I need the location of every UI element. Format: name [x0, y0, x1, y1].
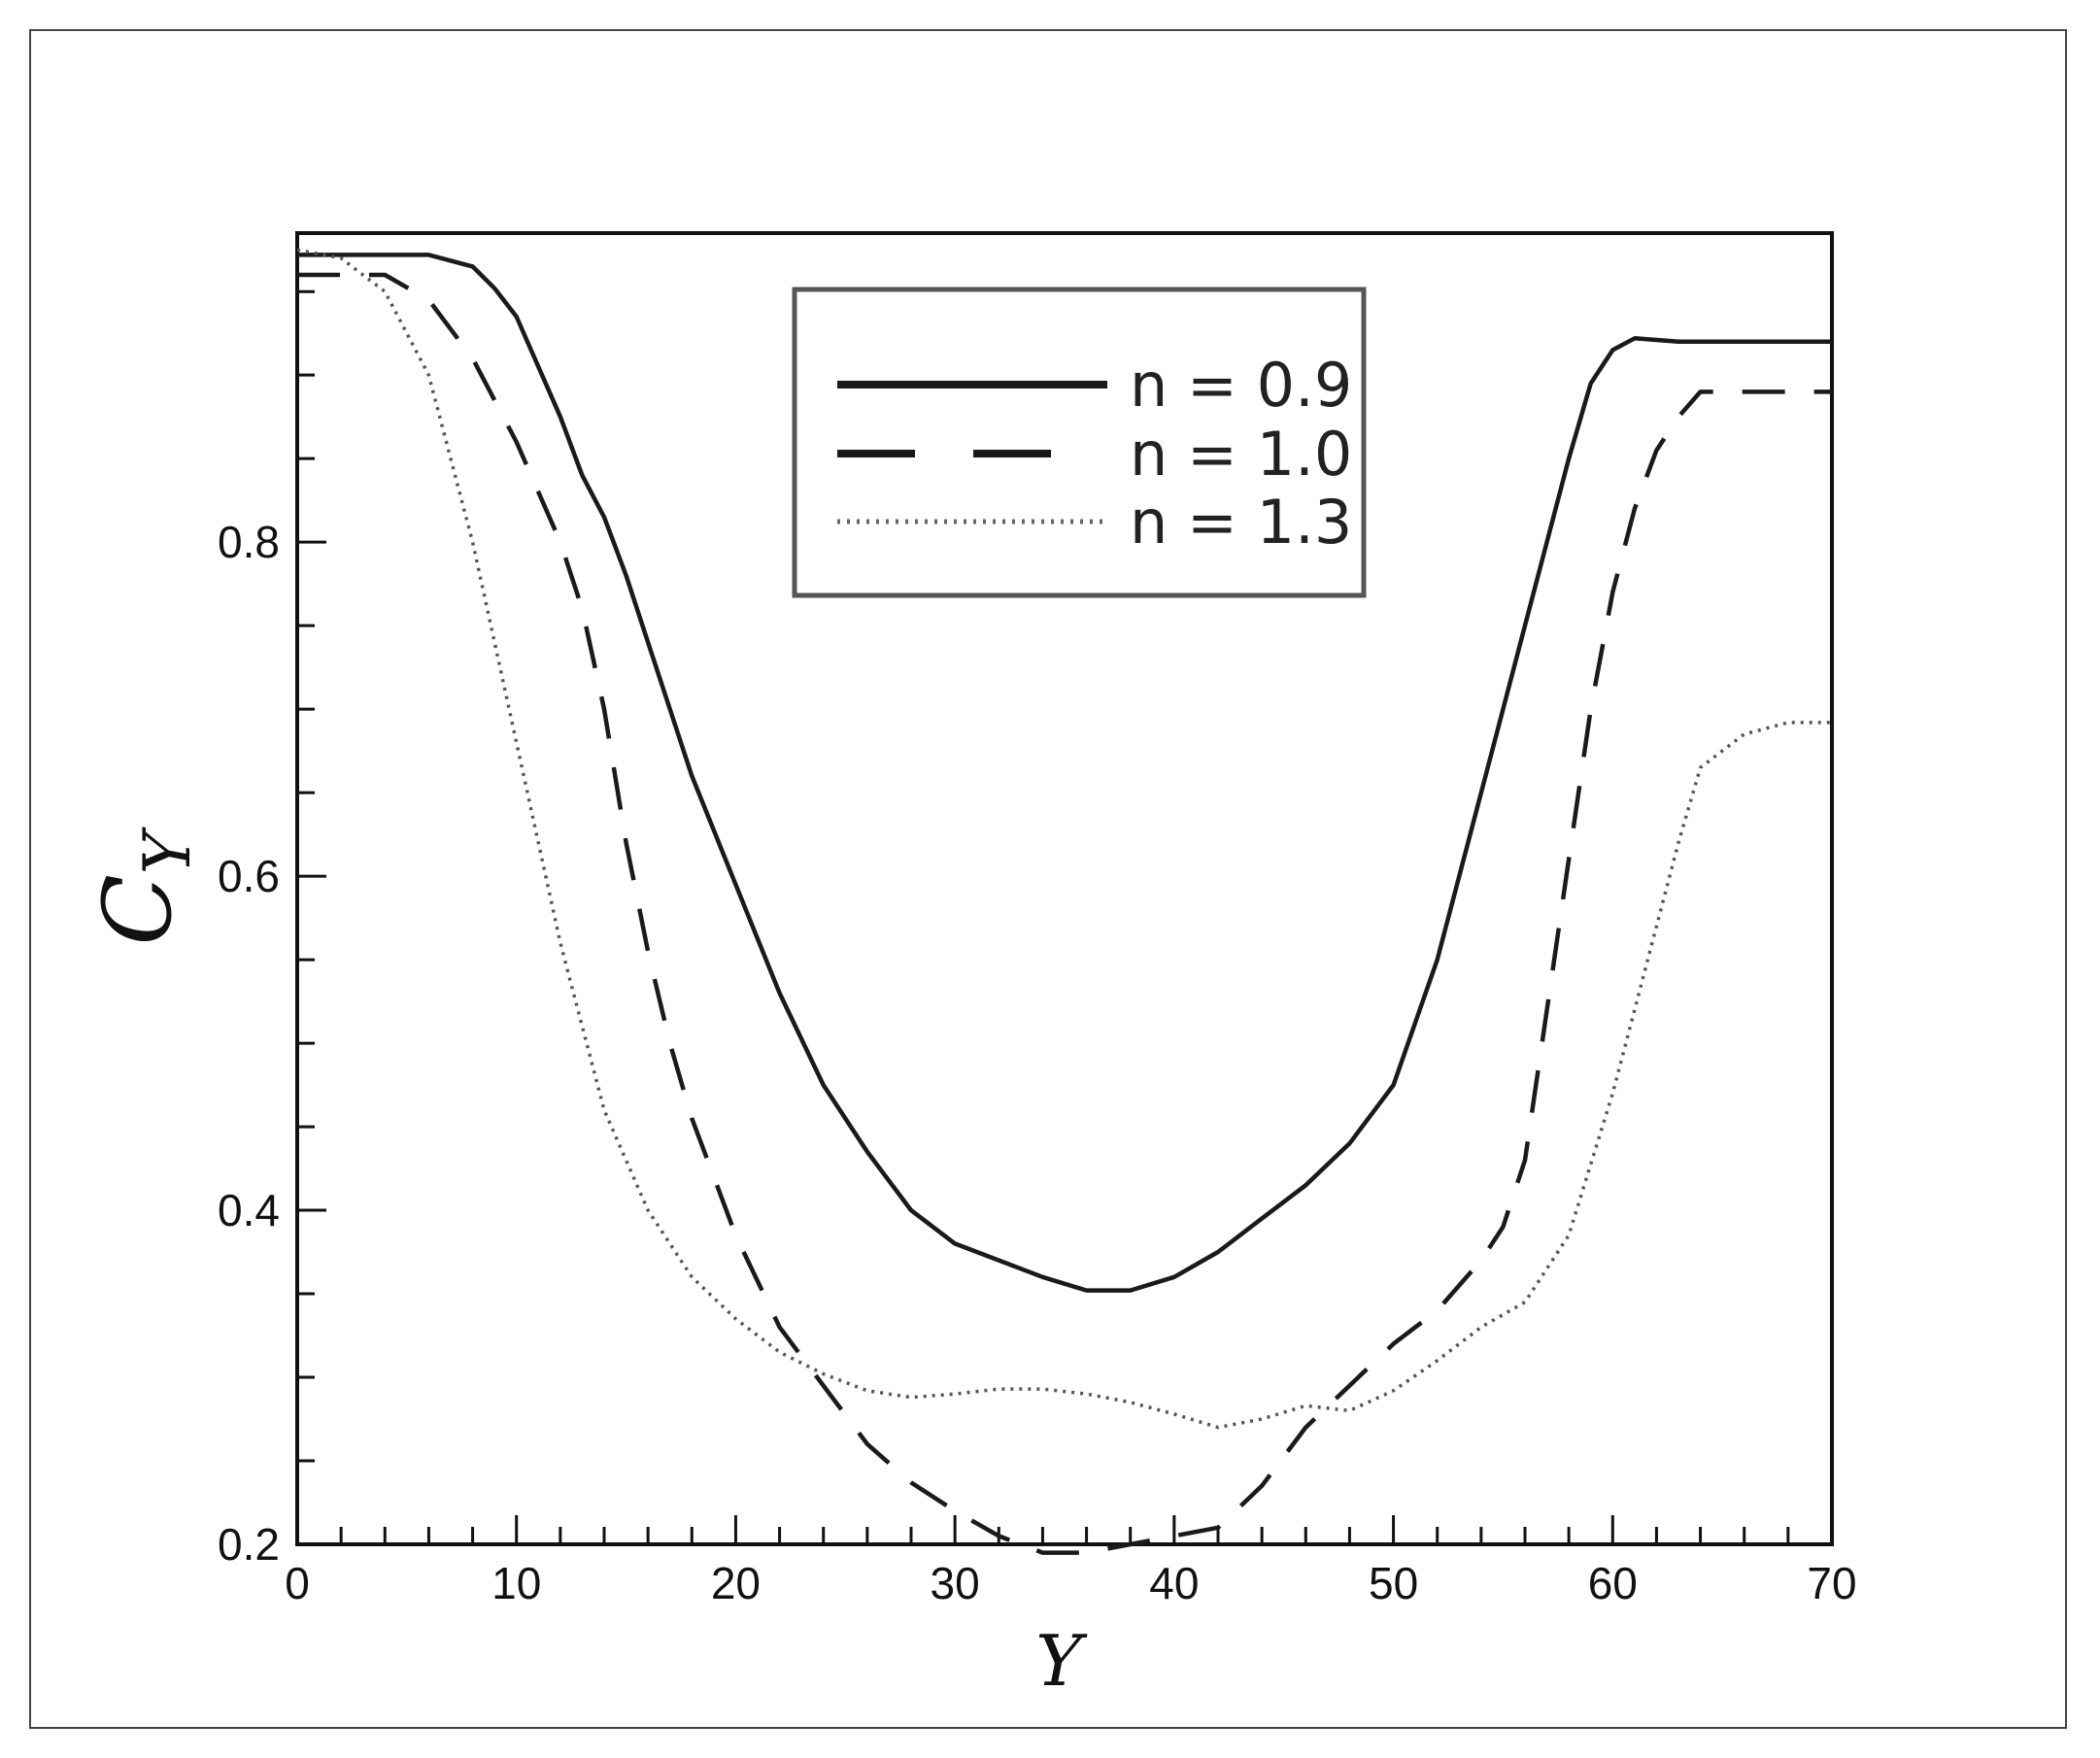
x-tick-label: 30 [931, 1558, 980, 1608]
svg-text:CY: CY [84, 827, 205, 945]
y-tick-label: 0.6 [218, 851, 280, 901]
legend-box [792, 287, 1367, 598]
x-tick-label: 10 [491, 1558, 541, 1608]
plot-area-border [295, 231, 1834, 1546]
y-axis-title: CY [84, 827, 205, 945]
axis-ticks: 0 10 20 30 40 50 60 70 0.2 0.4 0.6 0.8 [218, 289, 1857, 1608]
series-layer [296, 248, 1832, 1555]
legend: n = 0.9 n = 1.0 n = 1.3 [792, 287, 1367, 598]
legend-label-0: n = 0.9 [1130, 350, 1352, 421]
x-tick-label: 40 [1149, 1558, 1199, 1608]
y-axis-title-subscript: Y [130, 827, 205, 874]
y-tick-label: 0.2 [218, 1519, 280, 1570]
y-tick-label: 0.8 [218, 517, 280, 567]
y-tick-label: 0.4 [218, 1185, 280, 1235]
x-axis-title: Y [1035, 1620, 1088, 1702]
legend-label-2: n = 1.3 [1130, 487, 1352, 558]
x-tick-label: 0 [285, 1558, 310, 1608]
x-tick-label: 20 [711, 1558, 761, 1608]
x-tick-label: 50 [1369, 1558, 1418, 1608]
x-tick-label: 70 [1807, 1558, 1856, 1608]
series-line-1 [297, 272, 1832, 1555]
legend-label-1: n = 1.0 [1130, 419, 1352, 490]
series-line-0 [297, 253, 1832, 1293]
x-tick-label: 60 [1588, 1558, 1638, 1608]
y-axis-title-main: C [84, 874, 192, 945]
